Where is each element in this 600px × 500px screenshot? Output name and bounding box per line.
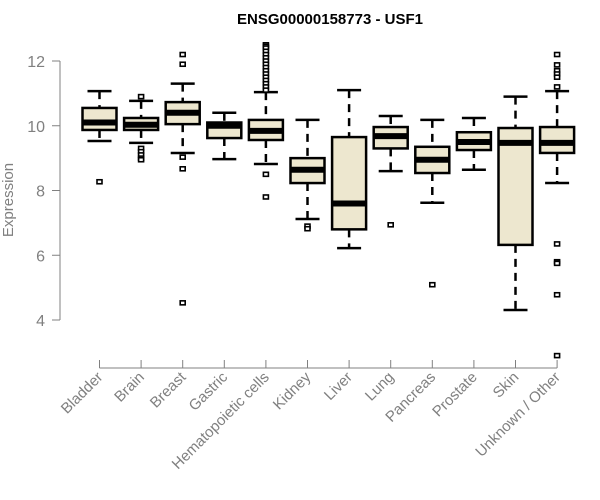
outlier-point: [553, 352, 561, 359]
outlier-point: [137, 93, 145, 100]
outlier-point: [304, 225, 311, 232]
outlier-point: [428, 281, 436, 288]
outlier-point: [553, 84, 561, 90]
box-lung: [372, 114, 409, 228]
outlier-point: [553, 74, 561, 80]
outlier-point: [387, 222, 395, 228]
outlier-point: [262, 171, 270, 178]
iqr-box: [81, 106, 118, 132]
box-bladder: [81, 89, 118, 185]
outlier-point: [262, 194, 270, 200]
y-tick-label: 4: [36, 313, 45, 330]
box-liver: [330, 88, 368, 250]
box-pancreas: [414, 118, 451, 288]
x-tick-label: Brain: [111, 369, 148, 406]
iqr-box: [497, 126, 534, 247]
x-tick-label: Liver: [321, 369, 356, 404]
outlier-point: [553, 62, 561, 68]
y-tick-label: 10: [27, 119, 45, 136]
outlier-point: [553, 291, 561, 298]
y-tick-label: 6: [36, 248, 45, 265]
outlier-point: [262, 87, 270, 93]
y-axis: 4 6 8 10 12: [27, 54, 61, 330]
x-tick-label: Prostate: [429, 369, 481, 421]
outlier-point: [179, 300, 186, 306]
outlier-point: [179, 61, 186, 68]
outlier-point: [137, 156, 145, 163]
box-hematopoietic-cells: [247, 42, 285, 200]
outlier-point: [96, 178, 103, 185]
x-tick-label: Bladder: [58, 369, 107, 418]
outlier-point: [553, 260, 561, 267]
y-axis-label: Expression: [0, 163, 17, 237]
box-gastric: [206, 111, 243, 161]
box-kidney: [289, 118, 326, 232]
y-tick-label: 12: [27, 54, 45, 71]
box-skin: [497, 95, 534, 312]
x-tick-label: Skin: [490, 369, 523, 402]
outlier-point: [179, 166, 186, 172]
box-brain: [122, 93, 160, 163]
boxes: [81, 42, 576, 359]
y-tick-label: 8: [36, 184, 45, 201]
outlier-point: [553, 241, 561, 247]
x-tick-label: Kidney: [270, 368, 315, 413]
x-tick-label: Breast: [147, 368, 190, 411]
outlier-point: [553, 51, 561, 58]
x-tick-label: Lung: [362, 369, 398, 405]
iqr-box: [330, 135, 368, 231]
box-prostate: [455, 116, 493, 172]
outlier-point: [179, 154, 186, 160]
outlier-point: [179, 51, 186, 58]
chart-title: ENSG00000158773 - USF1: [237, 11, 423, 28]
box-unknown-other: [538, 51, 576, 359]
box-breast: [164, 51, 201, 306]
